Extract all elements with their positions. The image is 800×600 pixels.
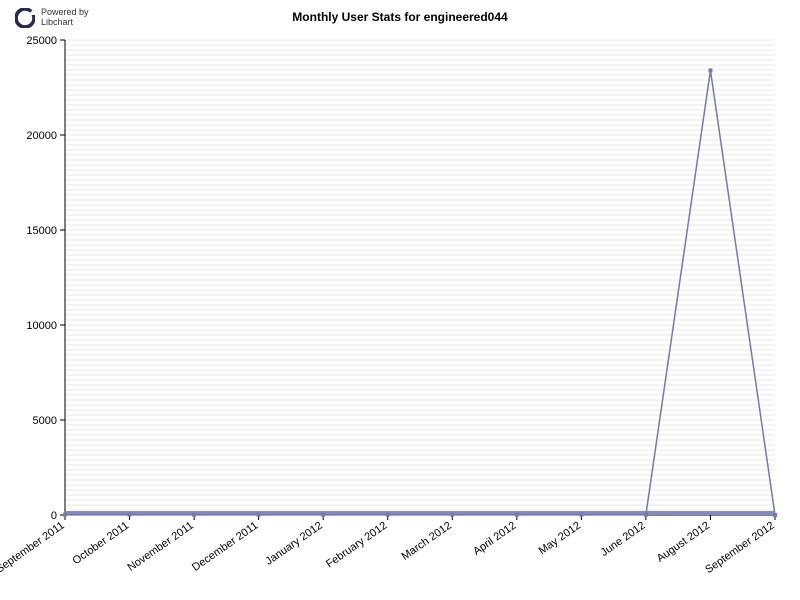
- x-tick-label: August 2012: [655, 520, 712, 565]
- y-tick-label: 5000: [33, 415, 57, 427]
- series-marker: [63, 513, 67, 517]
- line-chart: 0 5000 10000 15000 20000 25000 September 2011…: [0, 0, 800, 600]
- x-tick-label: October 2011: [70, 520, 131, 568]
- x-tick-label: May 2012: [537, 520, 583, 558]
- series-marker: [386, 513, 390, 517]
- y-tick-label: 10000: [26, 320, 57, 332]
- series-marker: [644, 513, 648, 517]
- series-marker: [708, 68, 712, 72]
- series-marker: [321, 513, 325, 517]
- y-tick-label: 20000: [26, 130, 57, 142]
- x-tick-label: January 2012: [263, 520, 324, 568]
- series-marker: [192, 513, 196, 517]
- y-tick-label: 0: [51, 510, 57, 522]
- y-tick-label: 15000: [26, 225, 57, 237]
- y-tick-label: 25000: [26, 35, 57, 47]
- x-tick-label: September 2012: [703, 520, 777, 576]
- series-marker: [128, 513, 132, 517]
- series-marker: [579, 513, 583, 517]
- x-tick-label: February 2012: [324, 520, 389, 571]
- series-marker: [257, 513, 261, 517]
- x-tick-label: September 2011: [0, 520, 67, 576]
- series-marker: [450, 513, 454, 517]
- series-marker: [773, 513, 777, 517]
- series-marker: [515, 513, 519, 517]
- x-tick-label: June 2012: [599, 520, 648, 559]
- series-line: [65, 70, 775, 515]
- x-tick-label: April 2012: [471, 520, 518, 558]
- x-tick-label: March 2012: [400, 520, 454, 563]
- x-tick-label: November 2011: [125, 520, 195, 574]
- x-tick-label: December 2011: [190, 520, 260, 574]
